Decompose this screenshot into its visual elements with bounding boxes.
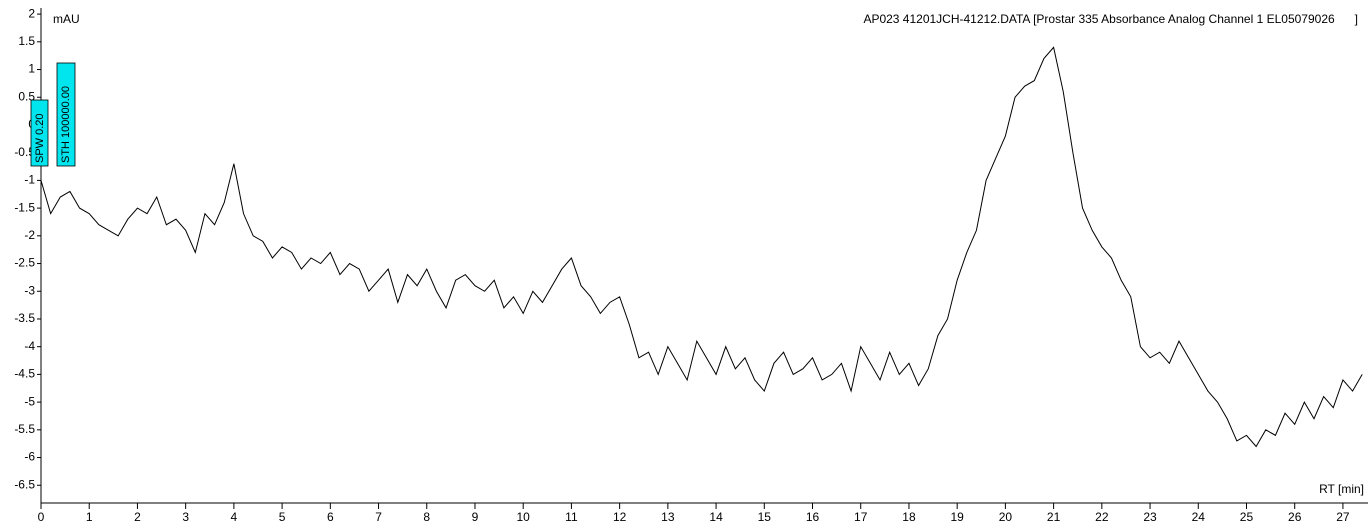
x-tick-label: 8 [423,510,430,524]
y-tick-label: -4.5 [14,367,35,381]
x-tick-label: 0 [38,510,45,524]
x-tick-label: 6 [327,510,334,524]
x-tick-label: 18 [902,510,916,524]
x-tick-label: 5 [279,510,286,524]
y-axis-label: mAU [53,12,80,26]
x-tick-label: 19 [950,510,964,524]
y-tick-label: 1 [28,62,35,76]
y-tick-label: 1.5 [18,34,35,48]
x-tick-label: 9 [472,510,479,524]
y-tick-label: -5 [24,394,35,408]
chart-title: AP023 41201JCH-41212.DATA [Prostar 335 A… [863,12,1358,26]
x-tick-label: 7 [375,510,382,524]
y-tick-label: -6 [24,450,35,464]
x-tick-label: 22 [1095,510,1109,524]
x-tick-label: 1 [86,510,93,524]
x-tick-label: 26 [1288,510,1302,524]
x-tick-label: 11 [565,510,578,524]
x-tick-label: 24 [1192,510,1206,524]
series-line [40,46,1363,448]
x-tick-label: 3 [182,510,189,524]
x-tick-label: 15 [758,510,772,524]
plot-area: 21.510.50-0.5-1-1.5-2-2.5-3-3.5-4-4.5-5-… [14,6,1368,524]
y-tick-label: 2 [28,6,35,20]
x-tick-label: 25 [1240,510,1254,524]
x-tick-label: 14 [709,510,723,524]
annotation-box [56,62,76,167]
annotation: STH 100000.00 [60,86,72,163]
x-tick-label: 17 [854,510,868,524]
x-tick-label: 21 [1047,510,1061,524]
y-tick-label: -3.5 [14,311,35,325]
y-tick-label: -3 [24,283,35,297]
x-tick-label: 12 [613,510,627,524]
x-tick-label: 23 [1143,510,1157,524]
y-tick-label: -6.5 [14,477,35,491]
x-tick-label: 4 [231,510,238,524]
x-tick-label: 20 [999,510,1013,524]
x-tick-label: 16 [806,510,820,524]
y-tick-label: -1 [24,173,35,187]
y-tick-label: -5.5 [14,422,35,436]
y-tick-label: -1.5 [14,200,35,214]
x-tick-label: 27 [1336,510,1350,524]
annotation: SPW 0.20 [34,113,46,163]
y-tick-label: -2.5 [14,256,35,270]
y-tick-label: -0.5 [14,145,35,159]
x-axis-label: RT [min] [1319,482,1364,496]
annotation-box [30,99,49,167]
y-tick-label: -2 [24,228,35,242]
y-tick-label: -4 [24,339,35,353]
x-tick-label: 13 [661,510,675,524]
x-tick-label: 10 [517,510,531,524]
x-tick-label: 2 [134,510,141,524]
